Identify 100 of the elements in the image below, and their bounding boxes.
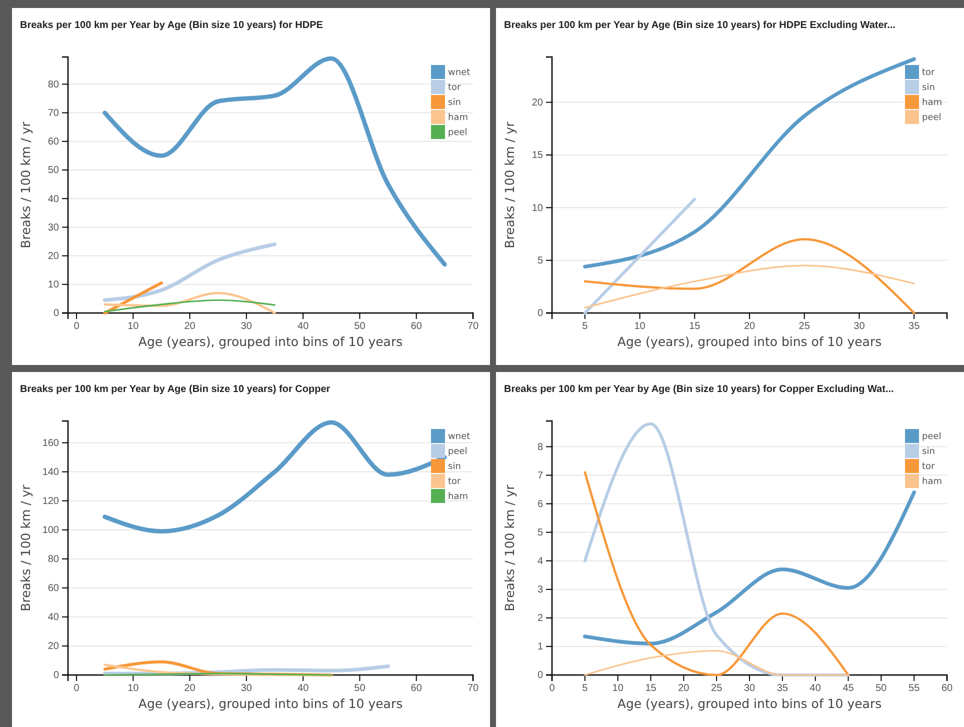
legend-label: tor [448,477,462,487]
chart-title: Breaks per 100 km per Year by Age (Bin size 10 years) for HDPE [20,20,324,31]
legend-label: peel [448,128,468,138]
y-tick-label: 40 [48,612,60,624]
y-tick-label: 160 [42,438,60,449]
chart-title: Breaks per 100 km per Year by Age (Bin size 10 years) for Copper [20,384,330,395]
line-series [583,490,916,646]
x-tick-label: 35 [908,321,920,332]
x-tick-label: 20 [184,683,196,694]
line-series [584,264,915,309]
y-tick-label: 1 [537,642,544,653]
x-tick-label: 35 [776,683,788,694]
y-tick-label: 6 [537,498,544,510]
x-tick-label: 30 [240,683,252,694]
x-tick-label: 5 [582,321,588,332]
y-tick-label: 7 [537,470,544,482]
legend-label: tor [448,83,462,93]
x-tick-label: 5 [582,683,588,694]
y-tick-label: 60 [48,583,60,594]
legend-label: wnet [448,432,471,442]
x-tick-label: 20 [678,683,690,694]
y-tick-label: 100 [42,525,60,536]
x-tick-label: 60 [410,683,422,694]
y-tick-label: 0 [53,308,60,320]
y-tick-label: 3 [537,584,544,596]
x-tick-label: 60 [941,683,953,694]
x-tick-label: 50 [876,683,888,694]
legend-label: sin [922,447,935,457]
y-tick-label: 5 [537,256,544,267]
line-series [102,56,447,267]
y-axis-title: Breaks / 100 km / yr [502,120,517,248]
y-tick-label: 140 [42,467,60,478]
line-series [102,242,277,302]
line-series [584,471,850,676]
legend-label: peel [922,432,942,442]
y-tick-label: 0 [537,308,544,320]
y-tick-label: 20 [532,98,544,108]
legend-label: peel [922,113,942,123]
legend-label: ham [922,477,942,487]
x-tick-label: 10 [128,321,140,332]
y-tick-label: 10 [48,280,60,291]
x-tick-label: 55 [908,683,920,694]
x-tick-label: 20 [184,321,196,332]
x-tick-label: 60 [410,321,422,332]
y-tick-label: 8 [537,442,544,453]
line-series [584,238,916,314]
x-tick-label: 15 [689,321,701,332]
x-axis-title: Age (years), grouped into bins of 10 years [617,696,882,711]
y-tick-label: 20 [48,641,60,652]
x-tick-label: 15 [645,683,657,694]
x-tick-label: 70 [467,321,479,332]
x-tick-label: 70 [467,683,479,694]
legend-label: sin [448,462,461,472]
x-tick-label: 45 [842,683,854,694]
y-tick-label: 0 [53,670,60,682]
x-tick-label: 50 [354,683,366,694]
y-tick-label: 5 [537,528,544,539]
x-tick-label: 30 [854,321,866,332]
chart-title: Breaks per 100 km per Year by Age (Bin size 10 years) for Copper Excluding Wat... [504,384,894,395]
legend-label: tor [922,462,936,472]
y-axis-title: Breaks / 100 km / yr [18,484,33,612]
y-tick-label: 15 [532,150,544,162]
line-series [583,57,916,268]
x-tick-label: 40 [298,321,310,332]
y-tick-label: 0 [537,670,544,682]
y-tick-label: 40 [48,194,60,205]
y-tick-label: 30 [48,222,60,234]
legend-label: ham [448,113,468,123]
x-tick-label: 25 [711,683,723,694]
y-tick-label: 60 [48,136,60,148]
x-tick-label: 30 [240,321,252,332]
x-tick-label: 20 [744,321,756,332]
y-tick-label: 80 [48,79,60,90]
y-tick-label: 20 [48,250,60,262]
x-tick-label: 40 [810,683,822,694]
y-tick-label: 4 [537,556,544,568]
y-axis-title: Breaks / 100 km / yr [18,120,33,248]
line-series [104,664,333,676]
legend-label: ham [922,98,942,108]
y-tick-label: 10 [532,202,544,214]
x-tick-label: 50 [354,321,366,332]
legend-label: wnet [448,68,471,78]
legend-label: sin [448,98,461,108]
legend-label: sin [922,83,935,93]
y-tick-label: 2 [537,613,544,624]
x-tick-label: 25 [798,321,810,332]
y-tick-label: 70 [48,108,60,119]
line-series [104,299,276,312]
line-series [102,420,447,534]
x-tick-label: 0 [74,321,80,332]
legend-label: ham [448,492,468,502]
x-tick-label: 0 [549,683,556,694]
legend-label: peel [448,447,468,457]
x-tick-label: 10 [634,321,646,332]
x-tick-label: 0 [74,683,80,694]
y-tick-label: 120 [42,496,60,508]
x-axis-title: Age (years), grouped into bins of 10 years [617,334,882,349]
chart-title: Breaks per 100 km per Year by Age (Bin size 10 years) for HDPE Excluding Water... [504,20,896,31]
line-series [104,292,276,314]
y-tick-label: 50 [48,165,60,176]
